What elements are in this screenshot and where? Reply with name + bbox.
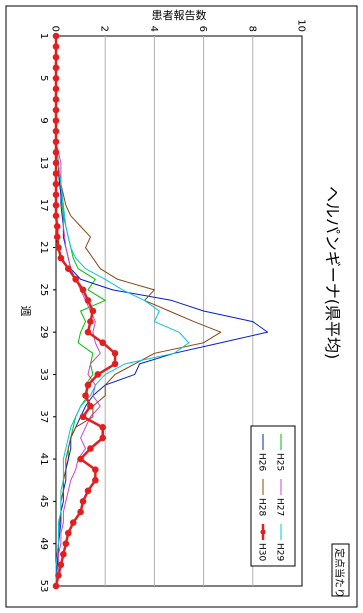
data-point-h30: [52, 106, 60, 114]
data-point-h30: [52, 43, 60, 50]
x-tick-label: 37: [38, 410, 49, 423]
subtitle-frame: [331, 543, 350, 597]
rotated-chart: ヘルパンギーナ(県平均) 定点当たり 0 2 4 6 8 10 1 5 9 13 17 21 25 29 33 3…: [19, 9, 350, 598]
legend-label-h25: H25: [275, 453, 285, 471]
data-point-h30: [87, 445, 94, 452]
data-point-h30: [84, 487, 92, 495]
x-tick-label: 49: [38, 537, 49, 550]
y-tick-label: 0: [50, 26, 61, 32]
data-point-h30: [89, 307, 97, 315]
data-point-h30: [52, 170, 60, 177]
legend-label-h27: H27: [275, 498, 285, 516]
data-point-h30: [55, 244, 62, 251]
data-point-h30: [84, 328, 92, 336]
data-point-h30: [52, 212, 60, 220]
data-point-h30: [53, 233, 61, 241]
data-point-h30: [79, 498, 87, 505]
data-point-h30: [52, 127, 60, 135]
data-point-h30: [52, 64, 60, 72]
y-axis-label: 患者報告数: [152, 9, 207, 22]
data-point-h30: [52, 53, 60, 61]
legend-label-h30: H30: [257, 543, 267, 561]
data-point-h30: [79, 413, 87, 421]
data-point-h30: [84, 297, 92, 304]
data-point-h30: [57, 254, 65, 262]
data-point-h30: [79, 286, 87, 294]
y-tick-label: 4: [148, 26, 159, 32]
x-tick-label: 41: [38, 453, 49, 466]
data-point-h30: [57, 561, 65, 569]
plot-frame: [55, 35, 303, 587]
x-tick-label: 21: [38, 241, 49, 254]
x-tick-label: 29: [38, 326, 49, 339]
x-axis-label: 週: [19, 306, 32, 317]
data-point-h30: [52, 85, 60, 93]
subtitle-box: 定点当たり: [331, 543, 350, 598]
data-point-h30: [52, 191, 60, 198]
legend: H25 H26 H27 H28 H29 H30: [250, 425, 296, 567]
data-point-h30: [77, 508, 84, 516]
y-tick-label: 10: [296, 19, 307, 32]
x-tick-label: 1: [38, 33, 49, 39]
x-tick-label: 33: [38, 368, 49, 381]
data-point-h30: [92, 466, 99, 473]
y-tick-label: 8: [246, 26, 257, 32]
x-tick-label: 25: [38, 283, 49, 296]
legend-label-h29: H29: [275, 543, 285, 561]
legend-label-h26: H26: [257, 453, 267, 471]
x-tick-label: 53: [38, 580, 49, 593]
data-point-h30: [52, 75, 60, 82]
data-point-h30: [55, 572, 62, 579]
data-point-h30: [84, 381, 92, 389]
data-point-h30: [77, 455, 84, 463]
data-point-h30: [82, 392, 89, 399]
data-point-h30: [52, 117, 60, 124]
data-point-h30: [60, 550, 67, 558]
data-point-h30: [99, 424, 107, 431]
data-point-h30: [92, 476, 99, 484]
data-point-h30: [53, 223, 61, 230]
data-point-h30: [52, 582, 60, 590]
chart-subtitle: 定点当たり: [333, 548, 346, 598]
data-point-h30: [52, 201, 60, 209]
x-tick-label: 45: [38, 495, 49, 508]
data-point-h30: [94, 371, 102, 378]
data-point-h30: [62, 540, 70, 547]
data-point-h30: [111, 350, 119, 357]
data-point-h30: [69, 519, 77, 526]
legend-marker-h30: [260, 529, 266, 535]
data-point-h30: [52, 159, 60, 167]
data-point-h30: [52, 32, 60, 40]
chart-border: [5, 5, 358, 608]
data-point-h30: [99, 339, 107, 347]
y-tick-label: 6: [197, 26, 208, 32]
data-point-h30: [52, 138, 60, 146]
y-tick-label: 2: [99, 26, 110, 32]
x-tick-label: 17: [38, 199, 49, 212]
x-tick-label: 13: [38, 157, 49, 170]
chart-title: ヘルパンギーナ(県平均): [323, 186, 342, 359]
data-point-h30: [87, 318, 94, 325]
data-point-h30: [72, 275, 79, 283]
data-point-h30: [52, 149, 60, 156]
x-tick-label: 5: [38, 75, 49, 81]
plot-area: ヘルパンギーナ(県平均) 定点当たり 0 2 4 6 8 10 1 5 9 13 17 21 25 29 33 3…: [19, 9, 350, 598]
data-point-h30: [111, 360, 119, 368]
data-point-h30: [87, 402, 94, 410]
data-point-h30: [64, 529, 72, 537]
data-point-h30: [52, 180, 60, 188]
x-tick-label: 9: [38, 117, 49, 123]
data-point-h30: [99, 434, 107, 442]
legend-label-h28: H28: [257, 498, 267, 516]
data-point-h30: [64, 265, 72, 272]
data-point-h30: [52, 96, 60, 103]
